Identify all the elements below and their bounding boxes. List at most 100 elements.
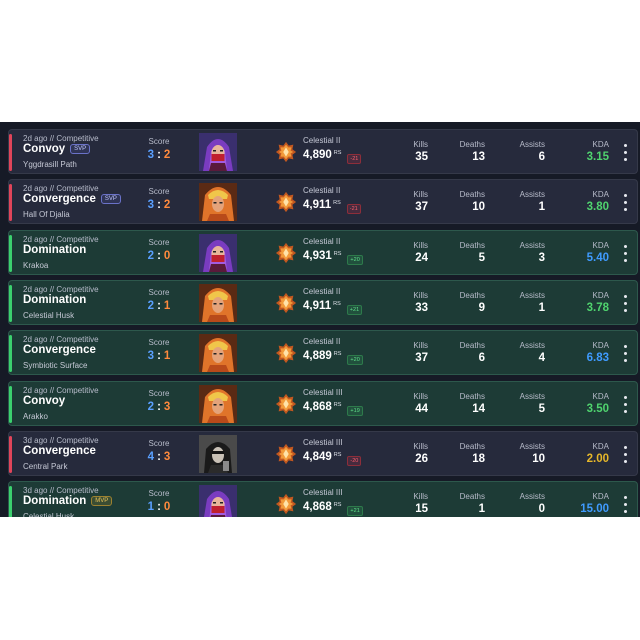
game-mode-label: Convergence (23, 193, 96, 206)
match-row[interactable]: 3d ago // Competitive Convergence Centra… (8, 430, 638, 476)
celestial-rank-icon (275, 343, 297, 364)
rank-name: Celestial II (303, 286, 341, 296)
score-label: Score (148, 438, 170, 448)
enemy-score: 1 (163, 299, 171, 312)
kills-label: Kills (413, 140, 428, 149)
gold-helm-hero-portrait[interactable] (199, 384, 237, 423)
map-name: Symbiotic Surface (23, 361, 88, 371)
match-row[interactable]: 2d ago // Competitive Convoy Arakko Scor… (8, 380, 638, 426)
gold-helm-hero-portrait[interactable] (199, 183, 237, 222)
rank-score: 4,868 RS +19 (303, 401, 363, 416)
match-score: 4:3 (147, 450, 171, 463)
gold-helm-hero-portrait[interactable] (199, 334, 237, 373)
more-options-icon[interactable] (623, 445, 627, 463)
rank-score-unit: RS (333, 200, 341, 207)
deaths-value: 14 (472, 402, 485, 415)
more-options-icon[interactable] (623, 345, 627, 363)
rank-name: Celestial III (303, 488, 343, 498)
more-options-icon[interactable] (623, 144, 627, 161)
match-score: 3:1 (147, 350, 171, 363)
enemy-score: 3 (163, 450, 171, 463)
rank-score-delta: -21 (347, 154, 362, 164)
game-mode: Domination (23, 244, 86, 256)
gold-helm-hero-portrait[interactable] (199, 283, 237, 322)
map-name: Celestial Husk (23, 512, 75, 517)
assists-label: Assists (519, 140, 545, 149)
match-time-queue: 2d ago // Competitive (23, 134, 99, 143)
match-score: 2:1 (147, 299, 171, 312)
kills-label: Kills (413, 391, 428, 401)
team-score: 4 (147, 450, 155, 463)
kda-label: KDA (592, 492, 609, 502)
dark-hooded-hero-portrait[interactable] (199, 434, 237, 473)
result-indicator (9, 385, 12, 423)
celestial-rank-icon (275, 443, 297, 464)
score-label: Score (148, 338, 170, 348)
more-options-icon[interactable] (623, 395, 627, 413)
assists-value: 6 (538, 151, 545, 163)
rank-name: Celestial III (303, 437, 343, 447)
match-row[interactable]: 2d ago // Competitive Convergence SVP Ha… (8, 179, 638, 225)
game-mode-label: Domination (23, 293, 87, 306)
assists-label: Assists (519, 240, 545, 250)
match-row[interactable]: 2d ago // Competitive Domination Celesti… (8, 279, 638, 325)
rank-name: Celestial II (303, 186, 341, 196)
rank-score-delta: +21 (347, 506, 363, 517)
deaths-value: 18 (472, 452, 485, 465)
assists-value: 4 (538, 352, 545, 365)
score-label: Score (148, 287, 170, 297)
kda-label: KDA (592, 341, 609, 351)
game-mode-label: Domination (23, 243, 87, 256)
match-row[interactable]: 2d ago // Competitive Convoy SVP Yggdras… (8, 129, 638, 174)
game-mode-label: Convergence (23, 344, 96, 357)
team-score: 3 (147, 350, 155, 363)
match-row[interactable]: 3d ago // Competitive Domination MVP Cel… (8, 481, 638, 517)
deaths-value: 6 (478, 352, 485, 365)
kda-value: 3.50 (586, 402, 609, 415)
deaths-value: 1 (478, 503, 485, 516)
deaths-value: 9 (478, 301, 485, 314)
match-time-queue: 2d ago // Competitive (23, 385, 99, 395)
more-options-icon[interactable] (623, 244, 627, 262)
result-indicator (9, 435, 12, 473)
match-time-queue: 2d ago // Competitive (23, 335, 99, 345)
kda-label: KDA (592, 441, 609, 451)
red-mask-hero-portrait[interactable] (199, 133, 237, 171)
team-score: 3 (147, 149, 155, 161)
match-row[interactable]: 2d ago // Competitive Convergence Symbio… (8, 330, 638, 376)
assists-value: 0 (538, 503, 545, 516)
kills-value: 44 (415, 402, 428, 415)
rank-name: Celestial II (303, 337, 341, 347)
deaths-value: 5 (478, 251, 485, 264)
kills-value: 15 (415, 503, 428, 516)
kills-label: Kills (413, 190, 428, 200)
rank-score-unit: RS (333, 502, 342, 509)
more-options-icon[interactable] (623, 294, 627, 312)
match-score: 3:2 (147, 199, 171, 212)
kda-label: KDA (592, 240, 609, 250)
red-mask-hero-portrait[interactable] (199, 233, 237, 272)
celestial-rank-icon (275, 393, 297, 414)
assists-label: Assists (519, 341, 545, 351)
kills-value: 37 (415, 201, 428, 214)
result-indicator (9, 184, 12, 222)
celestial-rank-icon (275, 242, 297, 263)
match-score: 1:0 (147, 501, 171, 514)
rank-score-value: 4,849 (303, 450, 332, 463)
score-label: Score (148, 187, 170, 197)
match-score: 2:3 (147, 400, 171, 413)
enemy-score: 0 (163, 501, 171, 514)
deaths-label: Deaths (459, 190, 485, 200)
celestial-rank-icon (275, 192, 297, 213)
more-options-icon[interactable] (623, 194, 627, 212)
match-row[interactable]: 2d ago // Competitive Domination Krakoa … (8, 229, 638, 275)
red-mask-hero-portrait[interactable] (199, 485, 237, 517)
rank-name: Celestial II (303, 236, 341, 246)
more-options-icon[interactable] (623, 496, 627, 514)
rank-score: 4,911 RS -21 (303, 199, 361, 215)
match-time-queue: 3d ago // Competitive (23, 486, 99, 496)
kda-label: KDA (592, 190, 609, 200)
assists-label: Assists (519, 492, 545, 502)
rank-score: 4,889 RS +20 (303, 350, 363, 366)
map-name: Yggdrasill Path (23, 160, 77, 169)
